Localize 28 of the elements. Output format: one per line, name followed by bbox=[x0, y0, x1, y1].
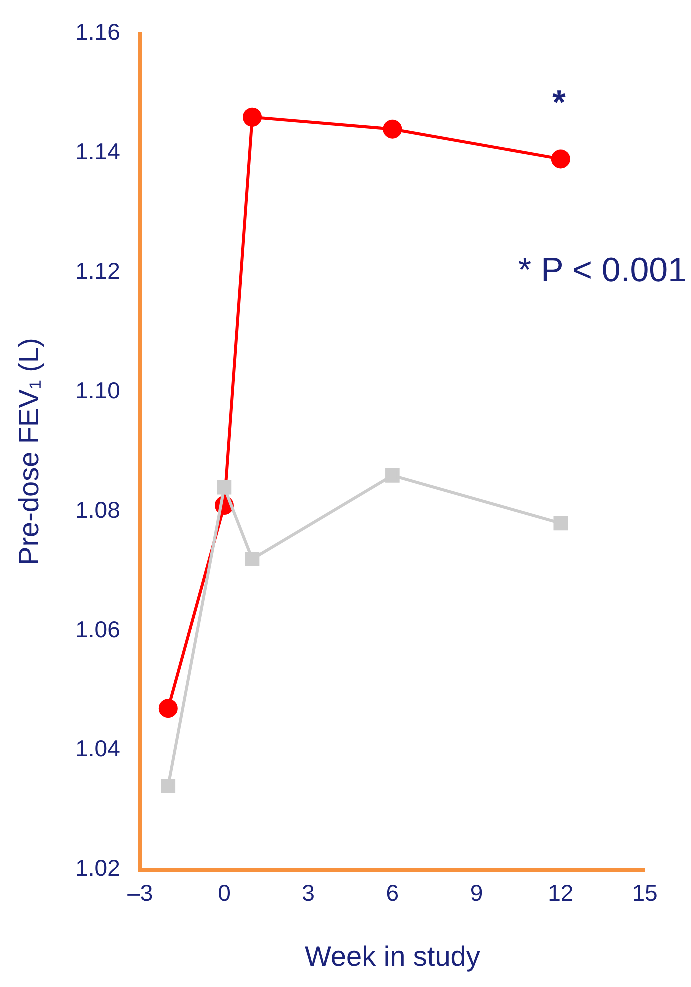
x-tick-label: 0 bbox=[218, 880, 231, 906]
point bbox=[551, 150, 570, 169]
x-tick-label: 15 bbox=[632, 880, 658, 906]
x-tick-label: 6 bbox=[386, 880, 400, 906]
y-axis-title: Pre-dose FEV₁ (L) bbox=[14, 338, 45, 566]
y-tick-label: 1.08 bbox=[76, 496, 120, 523]
annotation: * bbox=[552, 84, 567, 122]
point bbox=[158, 699, 178, 718]
point bbox=[217, 480, 232, 495]
x-axis-title: Week in study bbox=[305, 940, 480, 972]
x-tick-label: 9 bbox=[470, 880, 484, 906]
point bbox=[383, 120, 402, 139]
y-tick-label: 1.06 bbox=[76, 616, 120, 642]
point bbox=[161, 779, 176, 794]
point bbox=[245, 552, 260, 566]
point bbox=[243, 108, 262, 127]
x-tick-label: 12 bbox=[548, 880, 574, 906]
y-tick-label: 1.12 bbox=[76, 258, 120, 284]
point bbox=[386, 468, 400, 483]
y-tick-label: 1.10 bbox=[76, 377, 120, 404]
y-tick-label: 1.14 bbox=[76, 138, 121, 165]
x-tick-label: 3 bbox=[302, 880, 315, 906]
x-tick-label: –3 bbox=[128, 880, 154, 906]
point bbox=[554, 516, 568, 531]
y-tick-label: 1.02 bbox=[76, 855, 120, 882]
y-tick-label: 1.16 bbox=[76, 19, 120, 46]
y-tick-label: 1.04 bbox=[76, 736, 121, 762]
annotation: * P < 0.001 bbox=[518, 251, 687, 290]
